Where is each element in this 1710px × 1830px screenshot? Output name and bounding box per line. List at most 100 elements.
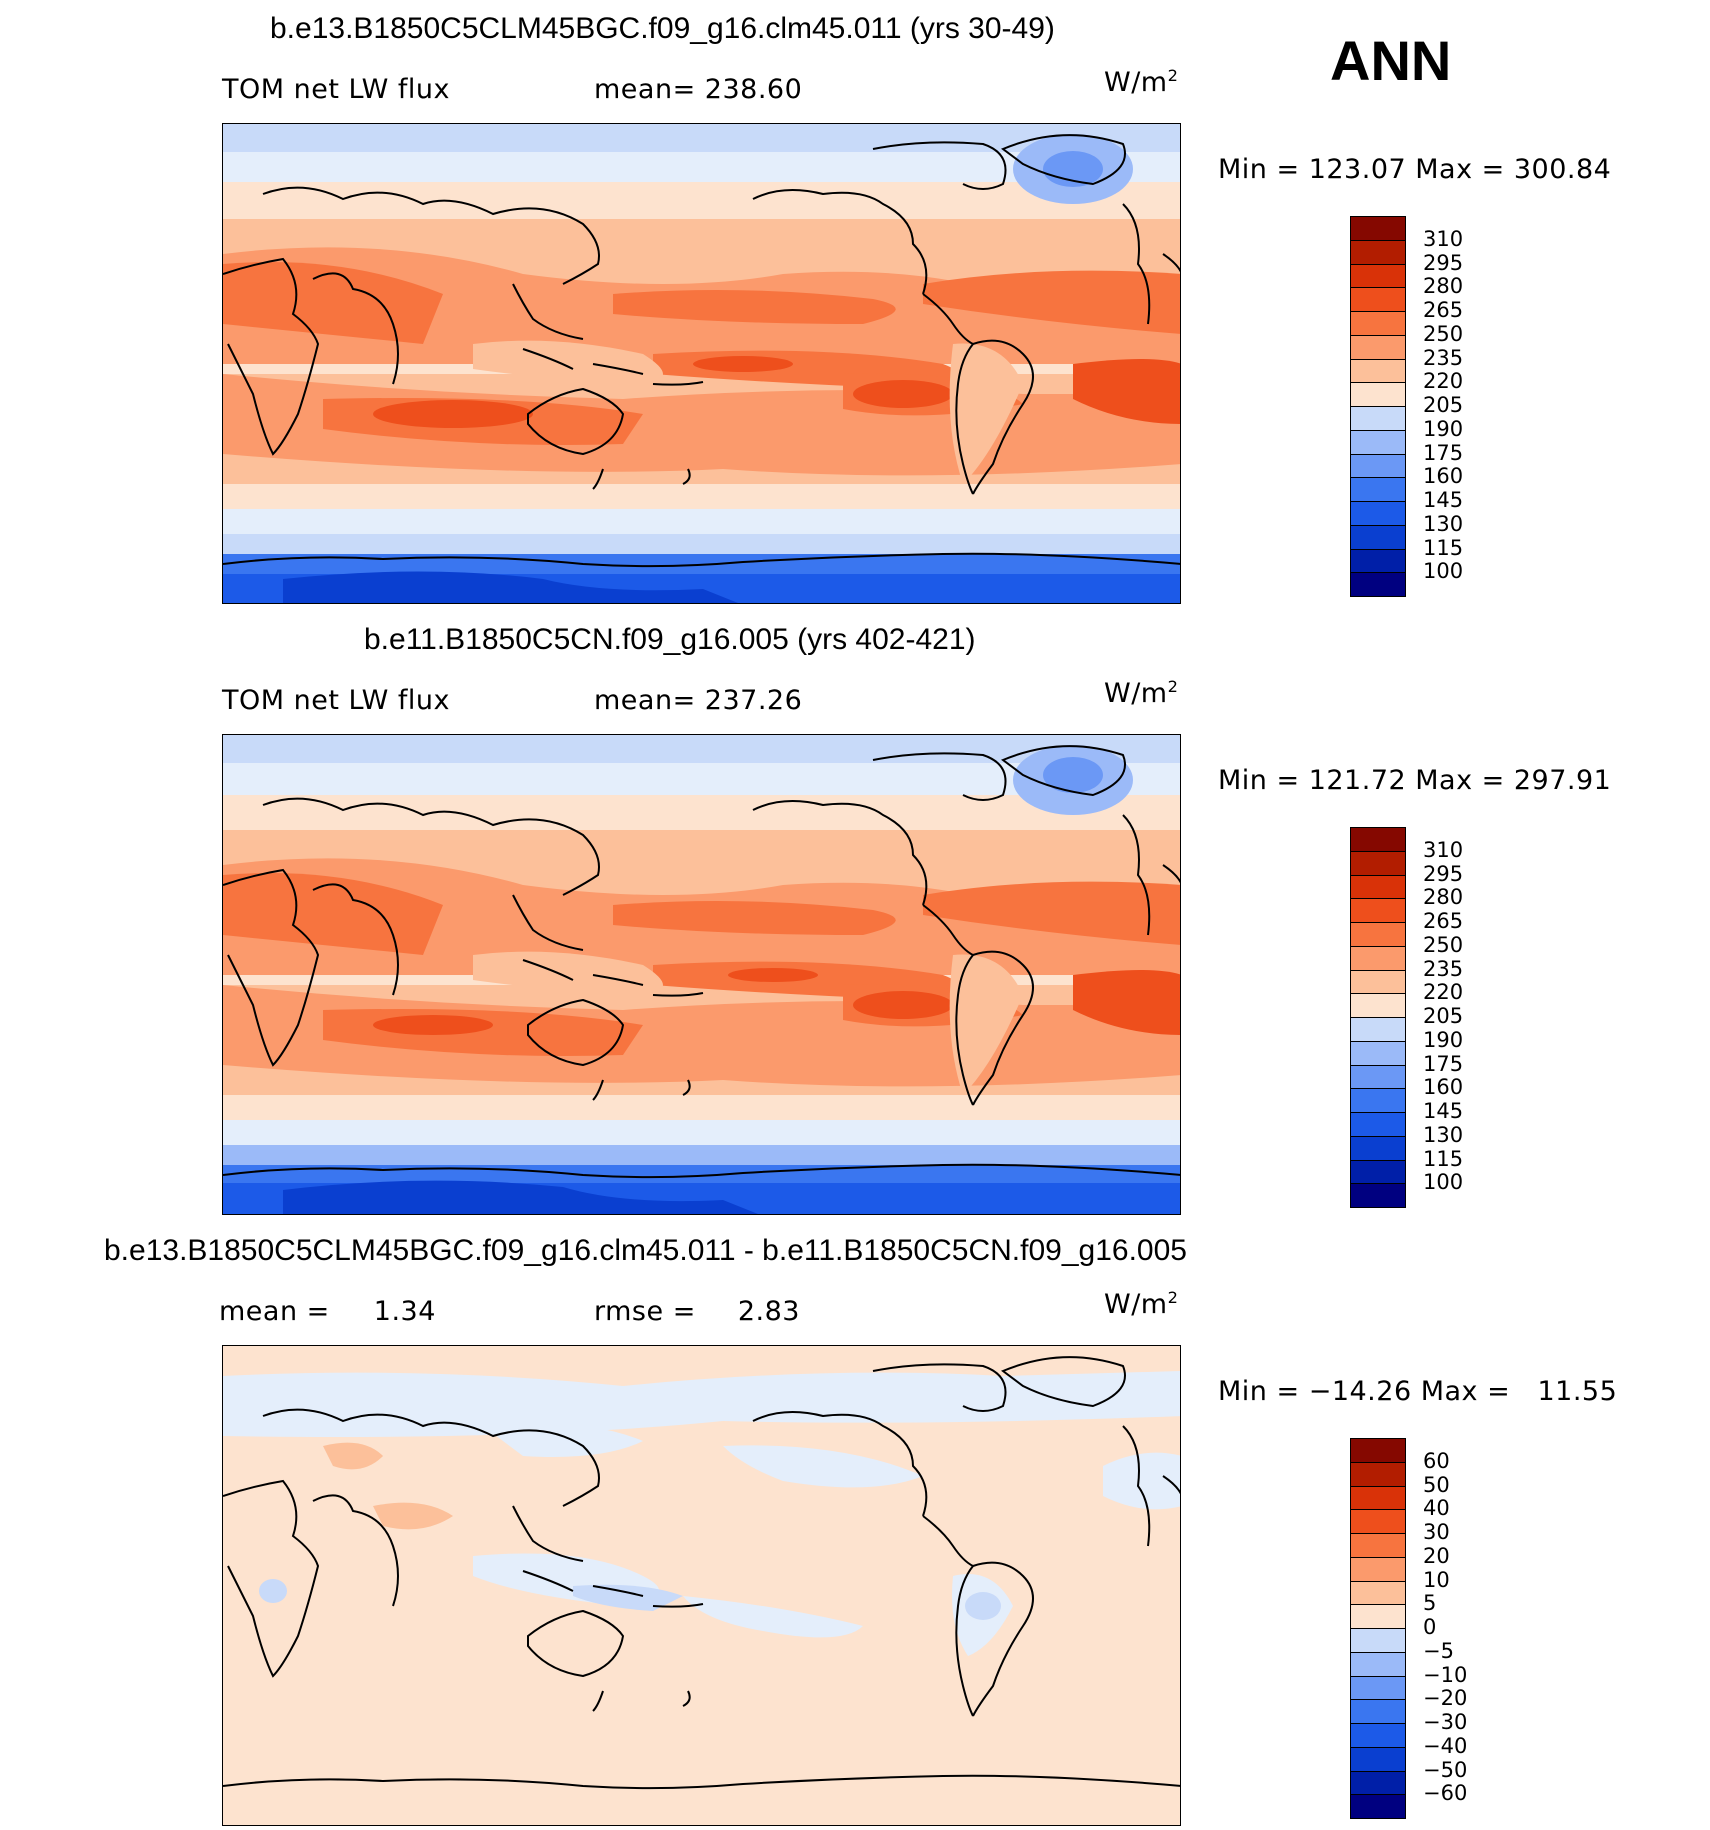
colorbar-level-label: 190 [1423,416,1464,441]
colorbar-level-label: 235 [1423,956,1464,981]
colorbar-segment [1350,406,1406,431]
colorbar-segment [1350,524,1406,550]
panel-3-units: W/m2 [1104,1288,1178,1320]
colorbar-level-label: 265 [1423,298,1464,322]
colorbar-segment [1350,1628,1406,1653]
colorbar-segment [1350,216,1406,241]
colorbar-segment [1350,1509,1406,1534]
colorbar-segment [1350,1159,1406,1185]
units-exponent: 2 [1167,66,1179,85]
colorbar-segment [1350,945,1406,971]
panel-1-map [222,123,1181,604]
colorbar-segment [1350,477,1406,502]
colorbar-segment [1350,1794,1406,1819]
panel-3-mean-label: mean = [219,1296,330,1327]
colorbar-level-label: 175 [1423,440,1464,465]
colorbar-level-label: 100 [1423,559,1464,584]
panel-1-units: W/m2 [1104,66,1178,98]
colorbar-level-label: 160 [1423,464,1464,489]
panel-3-mean: mean = 1.34 [219,1296,436,1327]
colorbar-segment [1350,969,1406,995]
panel-2-map [222,734,1181,1215]
panel-1-colorbar: 310 295 280 265 250 235 220 205 190 175 160 145 130 1… [1350,216,1463,597]
panel-2-map-field [223,735,1180,1214]
colorbar-segment [1350,1556,1406,1582]
panel-2-variable-label: TOM net LW flux [222,685,450,716]
panel-3-rmse-label: rmse = [594,1296,696,1327]
panel-2-mean-label: mean= [594,685,696,716]
colorbar-segment [1350,1088,1406,1113]
panel-3-colorbar: 60 50 40 30 20 10 5 0 −5 −10 −20 −30 −40 −50 −60 [1350,1438,1467,1819]
colorbar-level-label: 295 [1423,861,1464,886]
colorbar-segment [1350,1112,1406,1137]
colorbar-segment [1350,1135,1406,1161]
colorbar-level-label: 100 [1423,1170,1464,1195]
colorbar-segment [1350,1770,1406,1796]
colorbar-segment [1350,1604,1406,1629]
colorbar-level-label: 10 [1423,1567,1450,1592]
panel-1-minmax: Min = 123.07 Max = 300.84 [1218,154,1612,185]
colorbar-level-label: −5 [1423,1638,1454,1663]
colorbar-segment [1350,850,1406,876]
colorbar-segment [1350,501,1406,526]
colorbar-level-label: 190 [1423,1027,1464,1052]
colorbar-segment [1350,898,1406,923]
colorbar-level-label: 310 [1423,837,1464,862]
panel-2-units: W/m2 [1104,677,1178,709]
colorbar-segment [1350,1040,1406,1066]
colorbar-level-label: 20 [1423,1543,1450,1568]
panel-2-mean-value: 237.26 [704,685,803,716]
colorbar-segment [1350,263,1406,289]
colorbar-level-label: −10 [1423,1662,1468,1687]
colorbar-level-label: 205 [1423,1004,1464,1028]
colorbar-level-label: −40 [1423,1733,1468,1758]
colorbar-segment [1350,239,1406,265]
panel-2-title: b.e11.B1850C5CN.f09_g16.005 (yrs 402-421… [364,623,976,656]
colorbar-segment [1350,1064,1406,1090]
units-base: W/m [1104,67,1168,98]
colorbar-level-label: 145 [1423,488,1464,512]
colorbar-level-label: 265 [1423,909,1464,933]
colorbar-level-label: 30 [1423,1520,1450,1544]
colorbar-level-label: 115 [1423,1146,1464,1171]
colorbar-segment [1350,827,1406,852]
colorbar-level-label: 60 [1423,1448,1450,1473]
units-exponent: 2 [1167,677,1179,696]
panel-3-minmax: Min = −14.26 Max = 11.55 [1218,1376,1618,1407]
panel-3-map-field [223,1346,1180,1825]
panel-1-mean-value: 238.60 [704,74,803,105]
colorbar-segment [1350,334,1406,360]
colorbar-level-label: 220 [1423,980,1464,1005]
panel-3-rmse-value: 2.83 [737,1296,800,1327]
colorbar-segment [1350,548,1406,574]
panel-3-title: b.e13.B1850C5CLM45BGC.f09_g16.clm45.011 … [104,1234,1187,1267]
colorbar-level-label: 280 [1423,274,1464,299]
colorbar-level-label: −50 [1423,1757,1468,1782]
colorbar-level-label: 205 [1423,393,1464,417]
colorbar-segment [1350,993,1406,1018]
colorbar-segment [1350,1438,1406,1463]
panel-3-rmse: rmse = 2.83 [594,1296,800,1327]
colorbar-segment [1350,1723,1406,1748]
colorbar-segment [1350,1533,1406,1558]
panel-2-minmax: Min = 121.72 Max = 297.91 [1218,765,1612,796]
colorbar-level-label: 295 [1423,250,1464,275]
panel-3-mean-value: 1.34 [373,1296,436,1327]
colorbar-level-label: 250 [1423,321,1464,346]
season-label: ANN [1330,29,1452,92]
units-base: W/m [1104,678,1168,709]
colorbar-segment [1350,1461,1406,1487]
colorbar-segment [1350,874,1406,900]
colorbar-segment [1350,287,1406,312]
panel-1-variable-label: TOM net LW flux [222,74,450,105]
colorbar-segment [1350,922,1406,947]
panel-1-mean-label: mean= [594,74,696,105]
colorbar-segment [1350,382,1406,407]
colorbar-level-label: 130 [1423,511,1464,536]
colorbar-level-label: 175 [1423,1051,1464,1076]
colorbar-level-label: −30 [1423,1710,1468,1734]
colorbar-segment [1350,1675,1406,1701]
colorbar-segment [1350,358,1406,384]
colorbar-level-label: 50 [1423,1472,1450,1497]
colorbar-level-label: −20 [1423,1686,1468,1711]
